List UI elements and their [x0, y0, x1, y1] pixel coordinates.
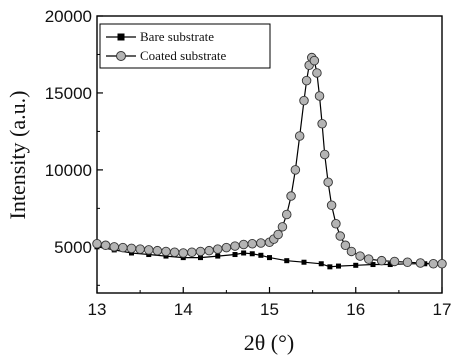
data-point	[336, 263, 341, 269]
x-axis-title: 2θ (°)	[244, 330, 295, 355]
data-point	[428, 259, 439, 269]
x-tick-label: 14	[174, 300, 193, 319]
data-point	[230, 241, 240, 251]
data-point	[204, 245, 214, 256]
data-point	[195, 246, 206, 257]
data-point	[415, 258, 426, 268]
data-point	[282, 209, 292, 220]
data-point	[169, 247, 180, 257]
x-tick-label: 13	[88, 300, 107, 319]
x-axis: 13 14 15 16 17	[88, 287, 452, 319]
data-point	[135, 244, 145, 254]
data-point	[370, 262, 376, 268]
data-point	[267, 255, 272, 261]
data-point	[258, 252, 264, 258]
data-point	[92, 239, 102, 249]
data-point	[331, 218, 341, 229]
x-tick-label: 16	[346, 300, 365, 319]
data-point	[290, 165, 301, 175]
data-point	[161, 246, 171, 257]
x-tick-label: 17	[433, 300, 452, 319]
data-point	[317, 118, 327, 129]
data-point	[152, 245, 163, 256]
data-point	[232, 252, 238, 258]
data-point	[277, 222, 288, 232]
data-point	[319, 149, 330, 160]
data-point	[241, 250, 247, 256]
legend-box	[99, 23, 271, 69]
data-point	[389, 256, 400, 267]
data-point	[273, 229, 283, 240]
data-point	[109, 242, 119, 252]
data-point	[387, 262, 393, 268]
data-point	[221, 242, 232, 253]
data-point	[284, 258, 290, 264]
data-point	[249, 251, 255, 257]
data-point	[198, 255, 203, 261]
data-point	[100, 240, 111, 251]
data-point	[143, 245, 154, 255]
data-point	[256, 238, 266, 248]
x-tick-label: 15	[260, 300, 279, 319]
legend-label-bare: Bare substrate	[140, 29, 214, 44]
data-point	[299, 95, 309, 106]
data-point	[326, 200, 337, 211]
legend-marker-coated	[116, 51, 126, 61]
data-point	[309, 55, 320, 66]
data-point	[363, 254, 374, 264]
y-axis: 5000 10000 15000 20000	[45, 7, 103, 286]
series-layer	[92, 52, 447, 270]
data-point	[314, 91, 325, 101]
series-line-bare	[96, 246, 442, 268]
series-line-coated	[96, 56, 442, 265]
y-axis-title: Intensity (a.u.)	[5, 91, 30, 220]
data-point	[318, 261, 324, 267]
data-point	[301, 259, 307, 265]
y-tick-label: 15000	[45, 84, 92, 103]
y-tick-label: 20000	[45, 7, 92, 26]
data-point	[323, 177, 333, 187]
legend-marker-bare	[117, 33, 125, 41]
data-point	[126, 243, 137, 254]
data-point	[286, 191, 296, 201]
data-point	[402, 257, 413, 267]
data-point	[376, 255, 387, 266]
data-point	[118, 242, 128, 253]
data-point	[327, 264, 333, 270]
data-point	[178, 248, 188, 258]
data-point	[437, 259, 447, 269]
data-point	[340, 240, 351, 251]
data-point	[353, 262, 359, 268]
data-point	[215, 253, 221, 259]
data-point	[212, 244, 223, 254]
data-point	[335, 231, 345, 241]
y-tick-label: 5000	[54, 238, 92, 257]
series-coated	[92, 52, 447, 269]
data-point	[247, 239, 257, 249]
legend-label-coated: Coated substrate	[140, 48, 227, 63]
data-point	[301, 75, 312, 86]
data-point	[355, 251, 365, 261]
data-point	[238, 239, 249, 250]
data-point	[312, 68, 322, 78]
data-point	[187, 247, 197, 257]
data-point	[294, 131, 305, 141]
legend: Bare substrate Coated substrate	[99, 23, 271, 69]
data-point	[346, 246, 357, 257]
y-tick-label: 10000	[45, 161, 92, 180]
